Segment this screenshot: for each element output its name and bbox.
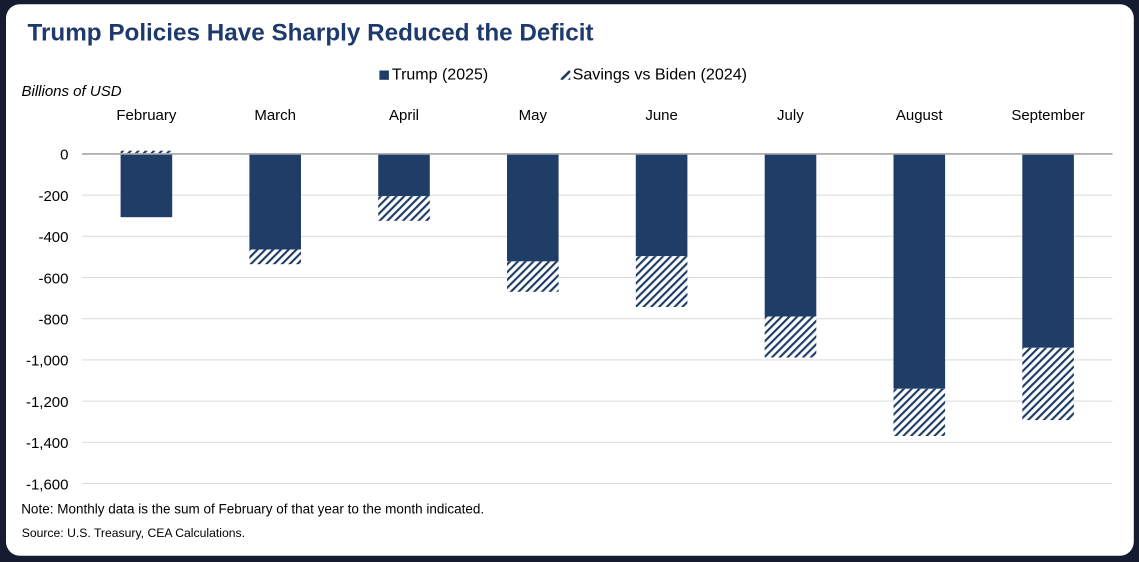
svg-text:April: April xyxy=(389,107,419,124)
svg-text:Savings vs Biden (2024): Savings vs Biden (2024) xyxy=(573,66,747,84)
svg-text:May: May xyxy=(519,107,548,124)
svg-text:Trump (2025): Trump (2025) xyxy=(392,67,488,84)
svg-text:-600: -600 xyxy=(38,270,68,287)
svg-text:Note: Monthly data is the sum: Note: Monthly data is the sum of Februar… xyxy=(21,502,484,517)
svg-text:-800: -800 xyxy=(38,312,68,329)
svg-text:Source: U.S. Treasury, CEA Cal: Source: U.S. Treasury, CEA Calculations. xyxy=(22,526,245,540)
svg-text:June: June xyxy=(645,107,678,124)
svg-text:-1,600: -1,600 xyxy=(26,476,69,493)
svg-text:Billions of USD: Billions of USD xyxy=(22,83,122,100)
svg-text:-1,400: -1,400 xyxy=(26,435,69,452)
svg-text:-1,200: -1,200 xyxy=(26,394,69,411)
svg-text:July: July xyxy=(777,107,804,124)
svg-text:February: February xyxy=(116,107,177,124)
svg-text:-1,000: -1,000 xyxy=(26,353,69,370)
svg-text:Trump Policies Have Sharply Re: Trump Policies Have Sharply Reduced the … xyxy=(28,20,594,47)
svg-text:-200: -200 xyxy=(38,188,68,205)
svg-text:0: 0 xyxy=(60,147,68,164)
svg-text:September: September xyxy=(1011,107,1084,124)
svg-text:August: August xyxy=(896,107,944,124)
svg-text:March: March xyxy=(254,107,296,124)
svg-text:-400: -400 xyxy=(38,229,68,246)
